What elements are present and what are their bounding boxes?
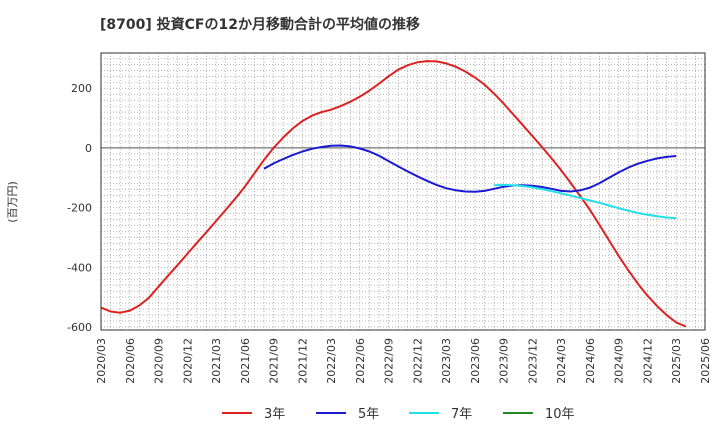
- legend-label: 10年: [545, 407, 575, 422]
- legend-item: 3年: [222, 407, 285, 422]
- x-tick-labels: 2020/03 2020/06 2020/09 2020/12 2021/03 2021/…: [95, 338, 712, 384]
- x-tick-label: 2024/03: [555, 338, 568, 384]
- legend-item: 7年: [409, 407, 472, 422]
- x-tick-label: 2023/12: [526, 338, 539, 384]
- x-tick-label: 2022/12: [411, 338, 424, 384]
- x-tick-label: 2023/03: [440, 338, 453, 384]
- legend-label: 3年: [264, 407, 285, 422]
- legend-label: 5年: [358, 407, 379, 422]
- y-tick-label: -200: [67, 202, 92, 215]
- legend-item: 5年: [316, 407, 379, 422]
- legend-label: 7年: [451, 407, 472, 422]
- series-line-3年: [100, 60, 687, 328]
- x-tick-label: 2020/12: [181, 338, 194, 384]
- x-tick-label: 2025/06: [699, 338, 712, 384]
- x-tick-label: 2021/03: [210, 338, 223, 384]
- x-tick-label: 2023/06: [469, 338, 482, 384]
- x-tick-label: 2023/09: [498, 338, 511, 384]
- x-tick-label: 2022/09: [383, 338, 396, 384]
- legend: 3年 5年 7年 10年: [222, 407, 575, 422]
- chart-title: [8700] 投資CFの12か月移動合計の平均値の推移: [100, 16, 420, 33]
- series-line-5年: [263, 144, 677, 193]
- x-tick-label: 2021/12: [296, 338, 309, 384]
- series-line-7年: [494, 183, 677, 220]
- x-tick-label: 2024/09: [613, 338, 626, 384]
- plot-frame: [100, 52, 706, 331]
- legend-item: 10年: [503, 407, 575, 422]
- grid: [100, 53, 706, 330]
- y-tick-label: -600: [67, 321, 92, 334]
- x-tick-label: 2022/03: [325, 338, 338, 384]
- x-tick-label: 2022/06: [354, 338, 367, 384]
- y-tick-labels: 200 0 -200 -400 -600: [67, 82, 92, 334]
- x-tick-label: 2020/09: [153, 338, 166, 384]
- y-tick-label: -400: [67, 261, 92, 274]
- y-tick-label: 0: [85, 142, 92, 155]
- x-tick-label: 2025/03: [670, 338, 683, 384]
- x-tick-label: 2020/03: [95, 338, 108, 384]
- x-tick-label: 2020/06: [124, 338, 137, 384]
- y-axis-label: (百万円): [6, 181, 19, 223]
- x-tick-label: 2021/09: [268, 338, 281, 384]
- plot-lines: [100, 60, 687, 328]
- x-tick-label: 2024/12: [641, 338, 654, 384]
- x-tick-label: 2021/06: [239, 338, 252, 384]
- x-tick-label: 2024/06: [584, 338, 597, 384]
- y-tick-label: 200: [71, 82, 92, 95]
